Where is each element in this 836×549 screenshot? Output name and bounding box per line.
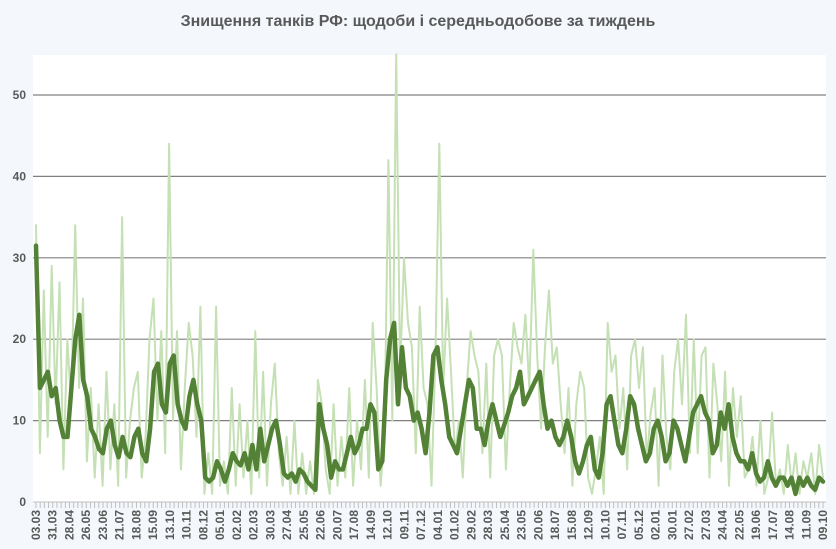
y-tick-label: 0 xyxy=(19,495,26,509)
x-tick-label: 31.03 xyxy=(46,510,60,540)
series-lines xyxy=(33,53,826,497)
x-tick-label: 02.03 xyxy=(247,510,261,540)
x-tick-label: 25.04 xyxy=(498,510,512,540)
x-tick-label: 02.01 xyxy=(649,510,663,540)
x-tick-label: 04.01 xyxy=(431,510,445,540)
x-tick-label: 14.08 xyxy=(783,510,797,540)
x-tick-label: 12.10 xyxy=(381,510,395,540)
x-tick-label: 30.03 xyxy=(263,510,277,540)
y-tick-label: 40 xyxy=(13,169,27,183)
weekly-average-line xyxy=(33,243,826,497)
y-tick-label: 50 xyxy=(13,88,27,102)
x-tick-label: 22.06 xyxy=(314,510,328,540)
daily-series-line xyxy=(35,53,824,495)
x-tick-label: 29.02 xyxy=(464,510,478,540)
x-tick-label: 01.02 xyxy=(448,510,462,540)
y-tick-label: 20 xyxy=(13,332,27,346)
x-tick-label: 15.09 xyxy=(146,510,160,540)
x-tick-label: 24.04 xyxy=(716,510,730,540)
x-tick-label: 03.03 xyxy=(29,510,43,540)
x-tick-label: 09.10 xyxy=(816,510,830,540)
x-tick-label: 26.05 xyxy=(79,510,93,540)
x-tick-label: 30.01 xyxy=(665,510,679,540)
x-tick-label: 23.05 xyxy=(515,510,529,540)
x-tick-label: 27.04 xyxy=(280,510,294,540)
x-tick-label: 13.10 xyxy=(163,510,177,540)
x-tick-label: 05.01 xyxy=(213,510,227,540)
x-tick-label: 21.07 xyxy=(113,510,127,540)
y-axis-labels: 0 10 20 30 40 50 xyxy=(13,88,27,509)
x-tick-label: 10.10 xyxy=(598,510,612,540)
chart-title: Знищення танків РФ: щодоби і середньодоб… xyxy=(180,13,656,30)
x-tick-label: 17.08 xyxy=(347,510,361,540)
x-tick-label: 08.12 xyxy=(196,510,210,540)
x-axis: 03.03 31.03 28.04 26.05 23.06 21.07 18.08 15.09… xyxy=(29,501,830,540)
x-tick-label: 25.05 xyxy=(297,510,311,540)
x-tick-label: 27.02 xyxy=(682,510,696,540)
x-tick-label: 17.07 xyxy=(766,510,780,540)
x-tick-label: 10.11 xyxy=(180,510,194,540)
x-tick-label: 20.06 xyxy=(531,510,545,540)
y-tick-label: 30 xyxy=(13,251,27,265)
x-tick-label: 07.12 xyxy=(414,510,428,540)
x-tick-label: 28.03 xyxy=(481,510,495,540)
x-tick-label: 07.11 xyxy=(615,510,629,540)
x-tick-label: 11.09 xyxy=(799,510,813,540)
x-tick-label: 22.05 xyxy=(732,510,746,540)
x-tick-label: 05.12 xyxy=(632,510,646,540)
x-tick-label: 27.03 xyxy=(699,510,713,540)
x-tick-label: 28.04 xyxy=(62,510,76,540)
x-tick-label: 12.09 xyxy=(582,510,596,540)
x-tick-label: 18.07 xyxy=(548,510,562,540)
x-tick-label: 14.09 xyxy=(364,510,378,540)
x-tick-label: 20.07 xyxy=(330,510,344,540)
y-tick-label: 10 xyxy=(13,414,27,428)
x-tick-label: 19.06 xyxy=(749,510,763,540)
x-tick-label: 15.08 xyxy=(565,510,579,540)
x-tick-label: 09.11 xyxy=(397,510,411,540)
x-tick-label: 18.08 xyxy=(129,510,143,540)
x-tick-label: 02.02 xyxy=(230,510,244,540)
x-tick-label: 23.06 xyxy=(96,510,110,540)
